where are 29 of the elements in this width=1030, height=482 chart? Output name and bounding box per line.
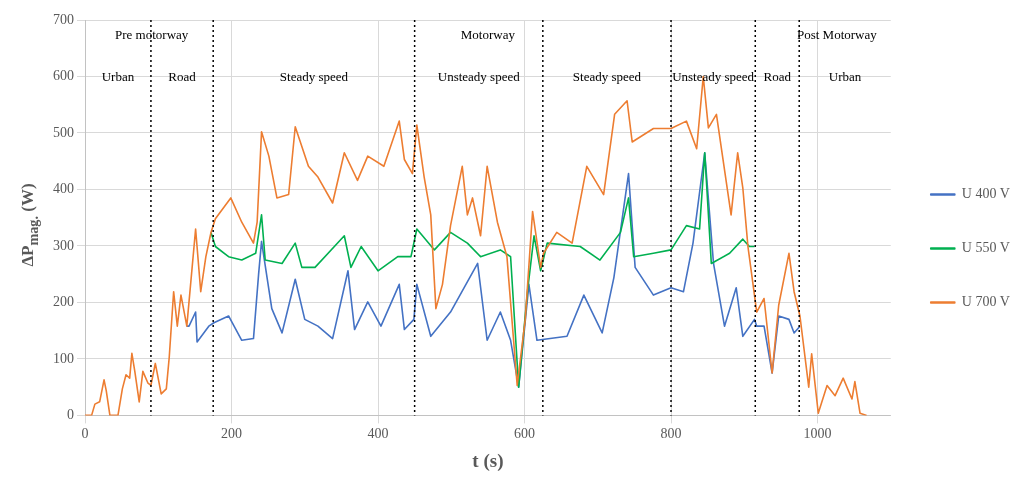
x-tick-label: 200 bbox=[221, 426, 243, 442]
x-axis-title: t (s) bbox=[472, 449, 504, 472]
annotation: Pre motorway bbox=[115, 27, 189, 43]
annotation: Steady speed bbox=[572, 69, 642, 85]
annotation: Post Motorway bbox=[796, 27, 878, 43]
legend-label: U 400 V bbox=[961, 186, 1010, 202]
x-tick-label: 800 bbox=[660, 426, 682, 442]
y-tick-label: 200 bbox=[53, 294, 74, 310]
y-tick-label: 0 bbox=[67, 407, 74, 423]
annotation: Steady speed bbox=[279, 69, 349, 85]
y-tick-label: 500 bbox=[53, 124, 74, 140]
legend-label: U 550 V bbox=[961, 240, 1010, 256]
annotation: Urban bbox=[101, 69, 135, 85]
annotation: Unsteady speed bbox=[437, 69, 521, 85]
annotation: Road bbox=[168, 69, 197, 85]
y-tick-label: 700 bbox=[53, 11, 74, 27]
annotation: Motorway bbox=[460, 27, 516, 43]
y-tick-label: 600 bbox=[53, 68, 74, 84]
x-tick-label: 400 bbox=[367, 426, 389, 442]
x-tick-label: 0 bbox=[81, 426, 89, 442]
y-tick-label: 400 bbox=[53, 181, 74, 197]
x-tick-label: 600 bbox=[514, 426, 536, 442]
annotation: Urban bbox=[828, 69, 862, 85]
annotation: Road bbox=[763, 69, 792, 85]
y-tick-label: 300 bbox=[53, 237, 74, 253]
annotation: Unsteady speed bbox=[672, 69, 755, 85]
x-tick-label: 1000 bbox=[803, 426, 832, 442]
legend-label: U 700 V bbox=[961, 294, 1010, 310]
y-tick-label: 100 bbox=[53, 350, 74, 366]
